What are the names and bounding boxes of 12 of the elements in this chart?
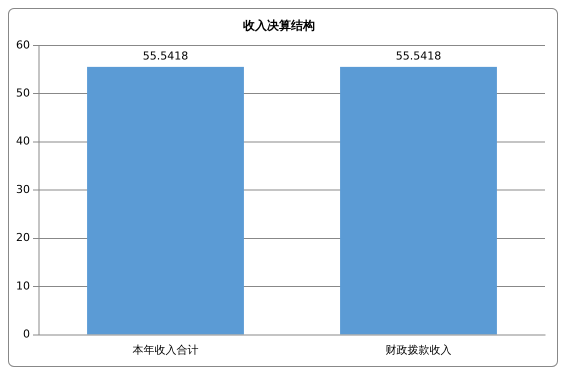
x-tick-label: 财政拨款收入	[386, 343, 452, 356]
y-tick-label: 50	[16, 86, 30, 100]
chart-title: 收入决算结构	[243, 18, 315, 32]
data-label: 55.5418	[396, 49, 442, 62]
y-tick-label: 30	[16, 182, 30, 196]
y-tick-label: 0	[22, 328, 30, 341]
y-tick-label: 60	[16, 38, 30, 52]
y-tick-label: 40	[16, 134, 30, 148]
y-tick-label: 20	[16, 231, 30, 244]
x-tick-label: 本年收入合计	[132, 343, 198, 356]
data-label: 55.5418	[142, 49, 188, 62]
y-tick-label: 10	[16, 279, 30, 292]
